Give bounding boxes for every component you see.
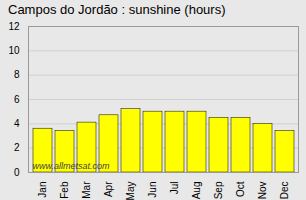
svg-text:Apr: Apr bbox=[103, 181, 114, 197]
html-text:Campos do Jordão : sunshine (h: Campos do Jordão : sunshine (hours) bbox=[8, 2, 226, 17]
svg-text:Feb: Feb bbox=[59, 181, 70, 199]
svg-text:6: 6 bbox=[14, 94, 20, 105]
svg-text:Jun: Jun bbox=[147, 182, 158, 198]
svg-text:Jan: Jan bbox=[37, 182, 48, 198]
svg-text:12: 12 bbox=[8, 21, 20, 32]
svg-text:8: 8 bbox=[14, 69, 20, 80]
svg-text:Oct: Oct bbox=[235, 181, 246, 197]
svg-text:May: May bbox=[125, 182, 136, 200]
svg-text:Dec: Dec bbox=[279, 182, 290, 200]
svg-text:Mar: Mar bbox=[81, 181, 92, 199]
svg-text:10: 10 bbox=[8, 45, 20, 56]
svg-text:Aug: Aug bbox=[191, 182, 202, 200]
svg-text:0: 0 bbox=[14, 167, 20, 178]
svg-text:Jul: Jul bbox=[169, 182, 180, 195]
svg-text:Nov: Nov bbox=[257, 182, 268, 200]
svg-text:2: 2 bbox=[14, 142, 20, 153]
svg-text:4: 4 bbox=[14, 118, 20, 129]
svg-text:www.allmetsat.com: www.allmetsat.com bbox=[33, 161, 111, 171]
svg-text:Sep: Sep bbox=[213, 181, 224, 199]
